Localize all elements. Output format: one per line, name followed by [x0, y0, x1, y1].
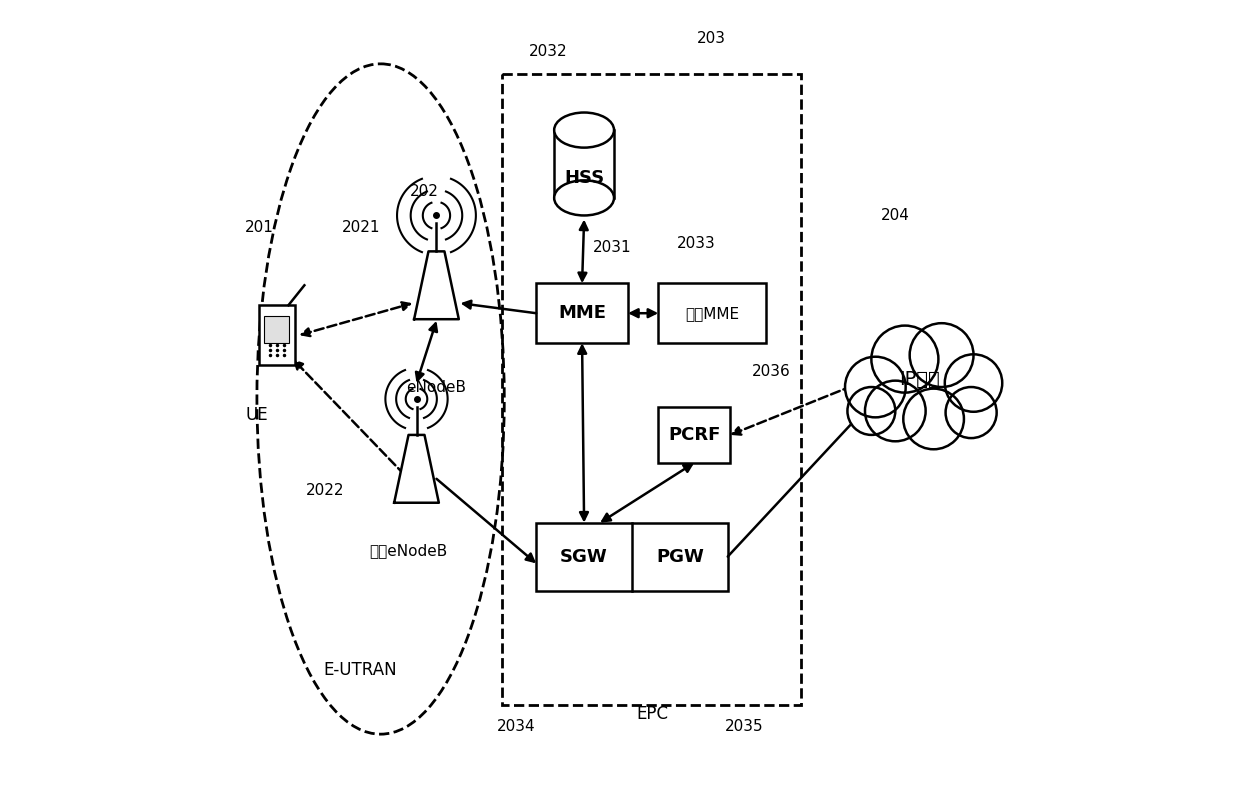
Text: PCRF: PCRF — [668, 426, 720, 444]
Circle shape — [945, 354, 1002, 412]
Text: 2032: 2032 — [529, 45, 568, 59]
Text: 201: 201 — [244, 220, 274, 235]
Text: 2035: 2035 — [724, 719, 763, 733]
Text: PGW: PGW — [656, 547, 704, 566]
Text: EPC: EPC — [636, 705, 668, 723]
Bar — [554, 130, 614, 198]
Bar — [259, 306, 295, 365]
Text: 203: 203 — [697, 31, 727, 45]
Polygon shape — [414, 251, 459, 319]
Polygon shape — [394, 435, 439, 503]
Bar — [658, 283, 766, 343]
Text: SGW: SGW — [560, 547, 608, 566]
Text: 2021: 2021 — [341, 220, 379, 235]
Text: 2022: 2022 — [305, 484, 343, 498]
Circle shape — [903, 389, 963, 449]
Circle shape — [847, 387, 895, 435]
Text: HSS: HSS — [564, 169, 604, 187]
Text: 2034: 2034 — [497, 719, 536, 733]
Text: 其它MME: 其它MME — [686, 306, 739, 321]
Circle shape — [910, 323, 973, 387]
Text: 2033: 2033 — [677, 236, 715, 251]
Text: 其它eNodeB: 其它eNodeB — [370, 543, 448, 558]
Text: MME: MME — [558, 304, 606, 322]
Bar — [536, 283, 627, 343]
Bar — [502, 74, 801, 705]
Text: 202: 202 — [410, 184, 439, 199]
Bar — [536, 523, 728, 591]
Text: 2036: 2036 — [753, 364, 791, 378]
Text: eNodeB: eNodeB — [407, 380, 466, 394]
Bar — [264, 316, 289, 343]
Text: 2031: 2031 — [593, 240, 631, 255]
Text: IP业务: IP业务 — [899, 369, 940, 389]
Circle shape — [872, 326, 939, 393]
Circle shape — [866, 381, 925, 441]
Text: 204: 204 — [880, 208, 910, 223]
Ellipse shape — [554, 113, 614, 148]
Text: E-UTRAN: E-UTRAN — [324, 662, 398, 679]
Ellipse shape — [554, 180, 614, 215]
Circle shape — [946, 387, 997, 438]
Bar — [658, 407, 730, 463]
Circle shape — [844, 357, 905, 417]
Text: UE: UE — [246, 406, 268, 424]
